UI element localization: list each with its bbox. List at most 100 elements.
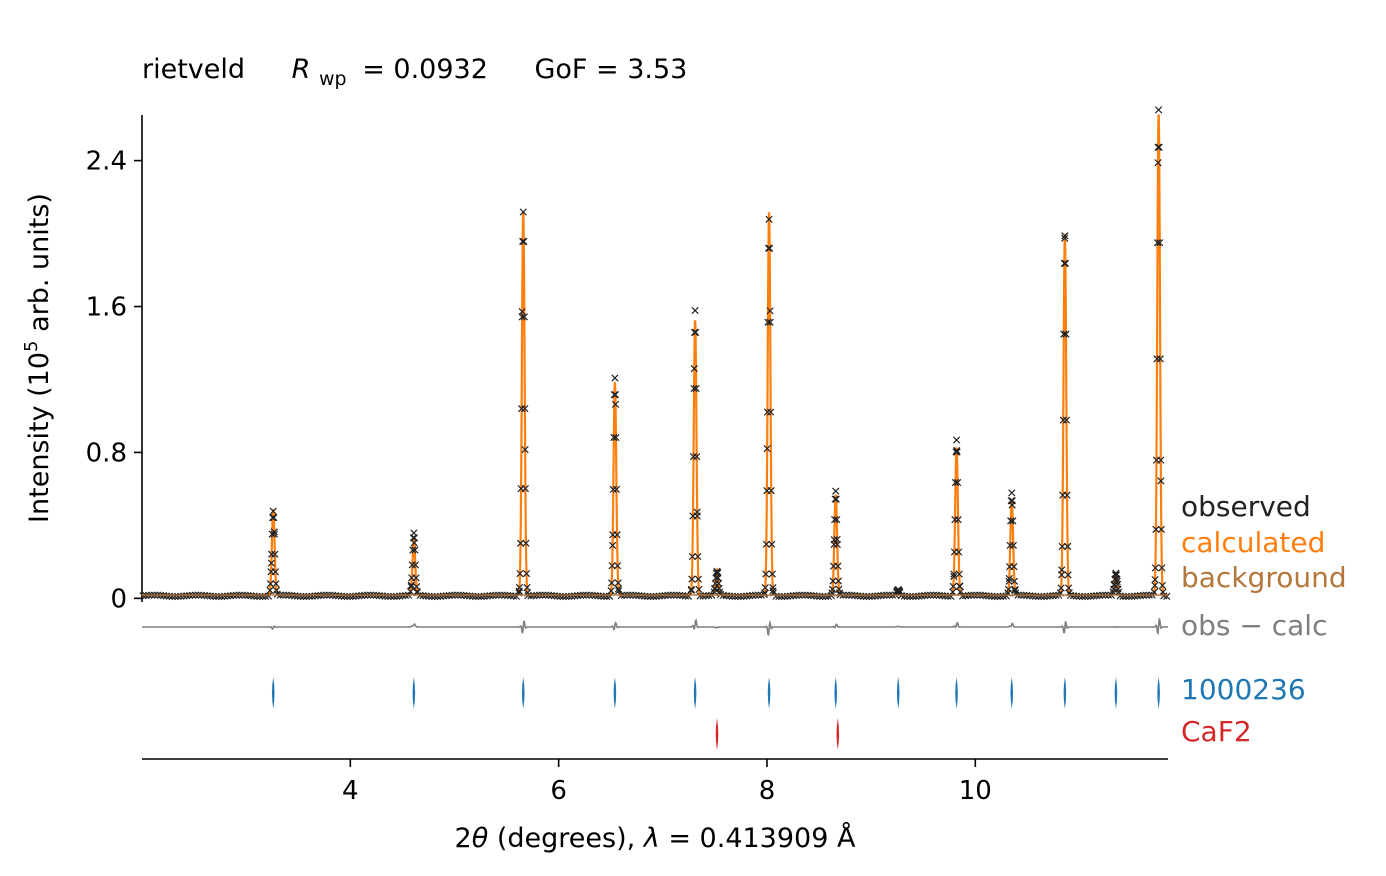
reflection-marker-1000236: [521, 677, 525, 709]
legend: observed calculated background obs − cal…: [1181, 490, 1347, 748]
observed-point: [390, 592, 398, 601]
observed-point: [702, 592, 710, 600]
observed-point: [247, 592, 255, 600]
observed-point: [1156, 355, 1164, 363]
observed-point: [384, 592, 392, 601]
observed-point: [411, 546, 419, 554]
y-tick-label: 1.6: [86, 293, 127, 323]
observed-point: [468, 592, 477, 600]
observed-point: [261, 592, 270, 601]
reflection-marker-1000236: [1010, 677, 1014, 709]
observed-point: [1061, 232, 1069, 240]
observed-point: [1087, 592, 1095, 600]
observed-point: [775, 592, 783, 601]
observed-point: [1010, 577, 1019, 585]
observed-point: [1151, 581, 1159, 590]
observed-point: [764, 244, 773, 252]
observed-point: [950, 570, 958, 578]
observed-point: [694, 552, 702, 561]
observed-point: [521, 445, 529, 454]
observed-point: [337, 592, 345, 600]
observed-point: [643, 592, 652, 601]
observed-point: [267, 559, 275, 567]
y-label-prefix: Intensity (10: [24, 352, 55, 523]
observed-point: [1060, 330, 1068, 338]
observed-point: [830, 540, 838, 549]
y-tick-label: 0.8: [86, 438, 127, 468]
observed-point: [267, 550, 276, 558]
observed-point: [954, 515, 962, 524]
x-axis-label: 2θ (degrees), λ = 0.413909 Å: [455, 822, 856, 854]
observed-point: [477, 592, 485, 601]
observed-point: [725, 592, 733, 600]
observed-point: [690, 364, 698, 373]
observed-point: [834, 562, 842, 570]
observed-point: [1034, 592, 1043, 601]
observed-point: [781, 592, 789, 601]
observed-point: [1131, 592, 1139, 600]
observed-point: [1128, 592, 1136, 601]
observed-point: [1005, 574, 1013, 583]
observed-point: [1116, 592, 1124, 600]
observed-point: [509, 592, 518, 600]
observed-point: [1063, 542, 1072, 551]
observed-point: [714, 574, 722, 582]
observed-point: [941, 592, 949, 600]
observed-point: [272, 580, 280, 588]
observed-point: [763, 408, 772, 416]
observed-point: [422, 592, 430, 600]
observed-point: [393, 592, 401, 600]
observed-point: [308, 592, 316, 600]
observed-point: [483, 592, 491, 600]
y-label-suffix: arb. units): [24, 193, 55, 340]
title-rwp-value: = 0.0932: [362, 54, 488, 85]
observed-point: [165, 592, 173, 600]
observed-point: [859, 592, 868, 601]
observed-point: [1008, 489, 1016, 497]
observed-point: [693, 452, 701, 461]
observed-point: [1063, 491, 1071, 499]
observed-point: [813, 592, 821, 600]
observed-point: [612, 433, 620, 442]
observed-point: [594, 592, 602, 600]
observed-point: [218, 592, 226, 601]
observed-point: [829, 577, 837, 585]
observed-point: [1153, 355, 1161, 363]
observed-point: [291, 592, 299, 600]
observed-point: [209, 592, 217, 600]
observed-point: [912, 592, 920, 600]
observed-point: [652, 592, 660, 600]
observed-point: [411, 561, 420, 569]
observed-point: [522, 569, 531, 578]
observed-point: [655, 592, 663, 600]
observed-point: [613, 531, 621, 539]
reflection-marker-1000236: [767, 677, 771, 709]
observed-point: [1111, 571, 1120, 579]
observed-point: [766, 307, 774, 315]
observed-point: [607, 587, 615, 595]
observed-point: [1157, 525, 1165, 534]
observed-point: [762, 570, 770, 578]
observed-point: [951, 515, 959, 524]
observed-point: [954, 478, 962, 487]
observed-point: [355, 592, 363, 600]
observed-point: [269, 507, 277, 515]
observed-point: [696, 592, 704, 600]
observed-point: [1152, 525, 1160, 534]
observed-point: [763, 444, 771, 453]
observed-point: [1154, 159, 1162, 167]
observed-point: [772, 592, 780, 600]
observed-point: [272, 586, 281, 594]
observed-point: [731, 592, 739, 601]
observed-point: [953, 448, 961, 456]
observed-point: [716, 588, 724, 596]
observed-point: [1115, 588, 1123, 596]
observed-point: [516, 539, 525, 547]
observed-point: [610, 433, 618, 442]
observed-point: [1046, 592, 1054, 600]
observed-point: [991, 592, 999, 601]
observed-point: [761, 583, 769, 592]
observed-point: [1062, 416, 1071, 424]
legend-phase-caf2: CaF2: [1181, 715, 1252, 748]
observed-point: [1059, 416, 1067, 424]
